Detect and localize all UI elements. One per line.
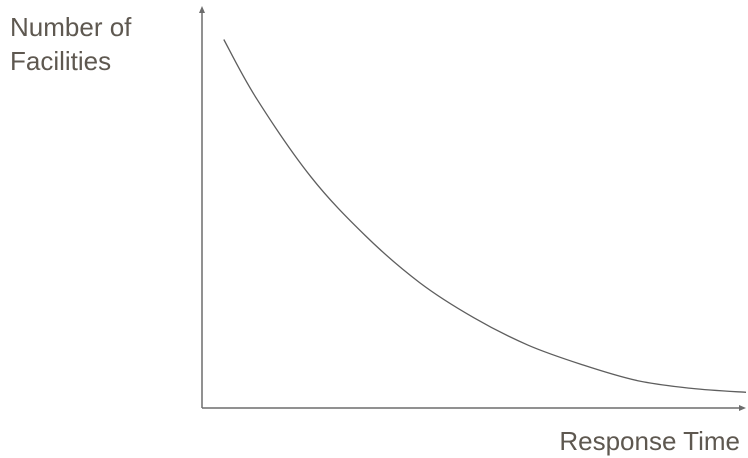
x-axis-label: Response Time bbox=[559, 426, 740, 456]
x-axis-arrow bbox=[739, 405, 746, 411]
y-axis-arrow bbox=[199, 6, 205, 13]
series-line-1 bbox=[223, 39, 747, 393]
y-axis-label: Number of Facilities bbox=[10, 10, 131, 78]
y-axis-label-line-2: Facilities bbox=[10, 46, 112, 76]
y-axis-label-line-1: Number of bbox=[10, 12, 132, 42]
